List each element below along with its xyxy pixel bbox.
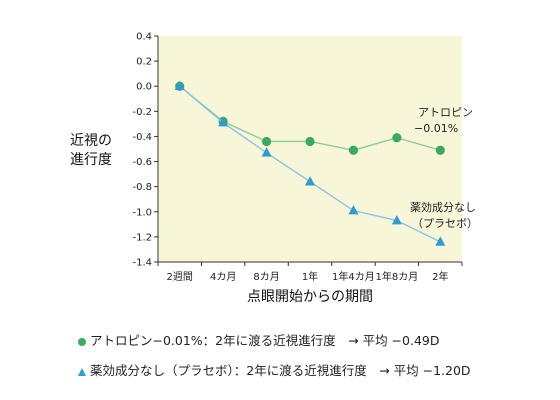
x-tick-label: 1年4カ月 <box>332 270 375 283</box>
data-point <box>348 205 359 215</box>
atropine-annotation-line-1: アトロピン <box>418 106 473 119</box>
legend-item-placebo: 薬効成分なし（プラセボ）：2年に渡る近視進行度 → 平均 −1.20D <box>78 360 471 379</box>
legend-text-placebo: 薬効成分なし（プラセボ）：2年に渡る近視進行度 → 平均 −1.20D <box>90 363 471 378</box>
y-tick-label: -1.0 <box>132 207 152 218</box>
y-axis-title-line-1: 近視の <box>70 133 112 149</box>
y-tick-label: -0.2 <box>132 107 152 118</box>
triangle-marker-icon <box>78 367 86 376</box>
circle-marker-icon <box>78 337 86 346</box>
y-tick-label: -1.2 <box>132 232 152 243</box>
y-tick-label: -0.4 <box>132 132 152 143</box>
placebo-annotation-line-1: 薬効成分なし <box>410 200 476 214</box>
x-axis: 2週間 4カ月 8カ月 1年 1年4カ月 1年8カ月 2年 <box>157 261 463 283</box>
y-tick-label: -0.6 <box>132 157 152 168</box>
data-point <box>392 133 402 143</box>
legend-text-atropine: アトロピン−0.01%：2年に渡る近視進行度 → 平均 −0.49D <box>90 333 440 348</box>
data-point <box>435 236 446 246</box>
plot-area <box>158 36 462 262</box>
y-tick-label: -0.8 <box>132 182 152 193</box>
data-point <box>435 145 445 155</box>
x-tick-label: 8カ月 <box>253 271 279 283</box>
y-tick-label: -1.4 <box>132 258 152 269</box>
y-tick-label: 0.2 <box>136 57 152 68</box>
x-tick-label: 1年 <box>302 270 318 283</box>
data-point <box>348 145 359 155</box>
chart: 0.4 0.2 0.0 -0.2 -0.4 -0.6 -0.8 -1.0 -1.2 -1.4 2週… <box>70 32 478 306</box>
x-tick-label: 1年8カ月 <box>375 270 418 283</box>
data-point <box>218 117 229 127</box>
data-point <box>174 80 185 91</box>
data-point <box>391 215 402 225</box>
series-layer <box>174 80 446 246</box>
placebo-annotation-line-2: （プラセボ） <box>412 217 478 230</box>
legend-item-atropine: アトロピン−0.01%：2年に渡る近視進行度 → 平均 −0.49D <box>78 330 440 349</box>
x-axis-title: 点眼開始からの期間 <box>247 289 373 305</box>
data-point <box>305 136 315 147</box>
x-tick-label: 2週間 <box>167 271 193 283</box>
x-tick-label: 4カ月 <box>210 271 236 283</box>
y-axis-title-line-2: 進行度 <box>70 152 112 168</box>
x-tick-label: 2年 <box>432 270 448 283</box>
data-point <box>261 136 272 147</box>
y-axis: 0.4 0.2 0.0 -0.2 -0.4 -0.6 -0.8 -1.0 -1.2 -1.4 <box>132 32 159 269</box>
atropine-annotation-line-2: −0.01% <box>414 122 458 135</box>
data-point <box>261 147 272 157</box>
data-point <box>305 176 315 186</box>
y-tick-label: 0.4 <box>136 32 152 43</box>
y-tick-label: 0.0 <box>136 82 152 93</box>
